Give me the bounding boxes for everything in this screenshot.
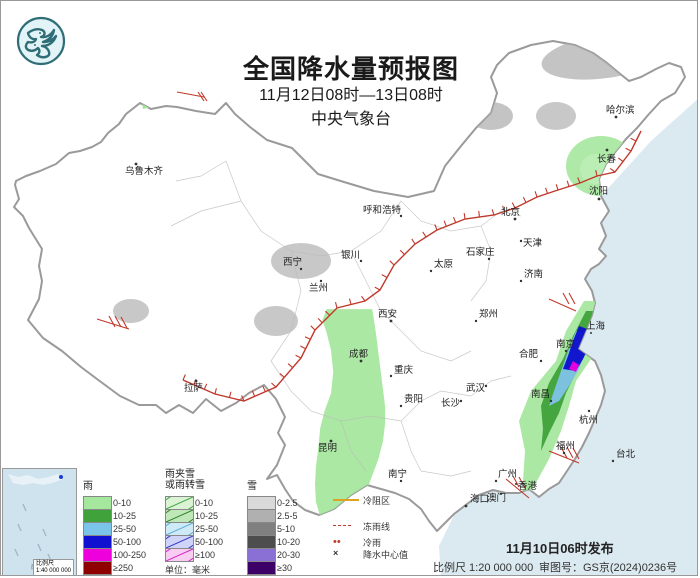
svg-text:太原: 太原 — [434, 258, 453, 270]
svg-text:北京: 北京 — [501, 206, 520, 218]
svg-text:西宁: 西宁 — [283, 256, 302, 268]
svg-text:南宁: 南宁 — [388, 468, 407, 480]
svg-text:武汉: 武汉 — [466, 382, 486, 394]
svg-text:澳门: 澳门 — [487, 492, 506, 504]
svg-text:济南: 济南 — [524, 268, 543, 280]
svg-text:天津: 天津 — [523, 238, 543, 249]
svg-text:成都: 成都 — [349, 348, 369, 360]
svg-text:昆明: 昆明 — [318, 443, 337, 454]
svg-text:石家庄: 石家庄 — [466, 246, 495, 258]
svg-text:拉萨: 拉萨 — [184, 382, 204, 394]
svg-text:杭州: 杭州 — [579, 414, 598, 426]
svg-text:贵阳: 贵阳 — [404, 393, 423, 405]
svg-text:呼和浩特: 呼和浩特 — [363, 204, 402, 216]
svg-text:乌鲁木齐: 乌鲁木齐 — [125, 165, 164, 177]
svg-text:银川: 银川 — [341, 249, 360, 261]
svg-text:上海: 上海 — [586, 320, 606, 332]
svg-text:台北: 台北 — [616, 448, 636, 460]
svg-text:沈阳: 沈阳 — [589, 185, 608, 197]
svg-text:广州: 广州 — [498, 468, 517, 480]
svg-text:郑州: 郑州 — [479, 308, 498, 320]
svg-text:长春: 长春 — [597, 153, 617, 165]
svg-text:福州: 福州 — [556, 440, 575, 452]
svg-text:南京: 南京 — [556, 338, 575, 350]
svg-text:合肥: 合肥 — [519, 348, 539, 360]
svg-text:兰州: 兰州 — [309, 282, 328, 294]
svg-text:南昌: 南昌 — [531, 388, 550, 400]
svg-text:香港: 香港 — [518, 480, 538, 492]
svg-text:海口: 海口 — [470, 493, 489, 505]
svg-text:西安: 西安 — [378, 308, 397, 320]
svg-text:长沙: 长沙 — [441, 397, 461, 409]
svg-text:重庆: 重庆 — [394, 364, 414, 376]
